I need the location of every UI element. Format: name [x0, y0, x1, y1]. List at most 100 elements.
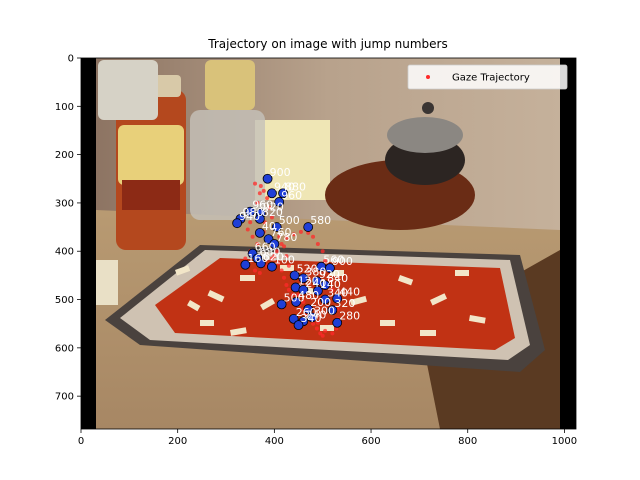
jump-label: 520 — [297, 262, 318, 275]
trajectory-point — [320, 333, 325, 338]
jump-label: 820 — [262, 206, 283, 219]
trajectory-point — [257, 191, 262, 196]
trajectory-point — [330, 287, 335, 292]
jump-label: 680 — [259, 245, 280, 258]
jump-label: 320 — [334, 297, 355, 310]
legend: Gaze Trajectory — [407, 64, 568, 90]
jump-label: 120 — [298, 274, 319, 287]
chart-title: Trajectory on image with jump numbers — [207, 37, 447, 51]
legend-box — [407, 64, 568, 90]
x-tick-label: 0 — [78, 436, 84, 447]
trajectory-point — [261, 188, 266, 193]
jump-label: 660 — [255, 241, 276, 254]
jump-point — [245, 206, 256, 217]
jump-label: 240 — [305, 277, 326, 290]
y-axis: 0 100 200 300 400 500 600 700 — [55, 54, 81, 403]
trajectory-point — [277, 234, 282, 239]
x-tick-label: 1000 — [552, 436, 577, 447]
jump-point — [307, 312, 317, 323]
jump-label: 880 — [285, 180, 306, 193]
jump-label: 840 — [327, 272, 348, 285]
trajectory-point — [279, 241, 284, 246]
trajectory-point — [330, 331, 335, 336]
jump-label: 940 — [239, 210, 260, 223]
jump-point — [274, 197, 285, 207]
jump-point — [298, 284, 309, 295]
jump-point — [267, 261, 277, 272]
jump-label: 900 — [270, 166, 291, 179]
jump-label: 100 — [274, 254, 295, 267]
jump-point — [303, 304, 314, 315]
jump-label: 900 — [332, 255, 353, 268]
jump-point — [320, 294, 331, 305]
trajectory-point — [315, 241, 320, 246]
jump-label: 40 — [262, 220, 276, 233]
jump-label: 940 — [274, 180, 295, 193]
jump-label: 440 — [339, 286, 360, 299]
jump-label: 920 — [319, 268, 340, 281]
jump-point — [320, 280, 331, 290]
jump-label: 280 — [339, 310, 360, 323]
trajectory-point — [298, 229, 303, 234]
trajectory-point — [253, 268, 258, 273]
trajectory-point — [291, 232, 296, 237]
jump-label: 140 — [320, 278, 341, 291]
jump-point — [276, 299, 287, 310]
jump-point — [254, 213, 265, 224]
jump-point — [269, 239, 280, 249]
trajectory-point — [301, 299, 306, 304]
legend-label: Gaze Trajectory — [452, 73, 530, 84]
y-tick-label: 500 — [55, 295, 74, 306]
trajectory-point — [245, 227, 250, 232]
trajectory-point — [267, 205, 272, 210]
jump-label: 780 — [276, 231, 297, 244]
jump-label: 300 — [314, 304, 335, 317]
trajectory-point — [311, 321, 316, 326]
jump-label: 340 — [301, 312, 322, 325]
jump-point — [291, 297, 302, 307]
jump-point — [271, 222, 282, 232]
jump-label: 200 — [310, 296, 331, 309]
photo-background — [81, 58, 576, 429]
legend-marker — [426, 75, 430, 79]
jump-label: 960 — [252, 199, 273, 212]
jump-point — [267, 188, 277, 199]
jump-point — [332, 317, 343, 328]
jump-label: 580 — [310, 214, 331, 227]
x-tick-label: 600 — [361, 436, 380, 447]
trajectory-point — [276, 261, 281, 266]
jump-point — [289, 270, 300, 281]
y-tick-label: 200 — [55, 150, 74, 161]
jump-point — [255, 258, 266, 269]
y-tick-label: 400 — [55, 247, 74, 258]
trajectory-point — [286, 263, 291, 268]
y-tick-label: 0 — [68, 54, 74, 65]
jump-label: 340 — [327, 287, 348, 300]
jump-label: 760 — [271, 226, 292, 239]
jump-point — [327, 305, 338, 316]
trajectory-point — [318, 331, 323, 336]
trajectory-point — [286, 287, 291, 292]
jump-point — [293, 320, 304, 331]
jump-point — [312, 285, 323, 296]
jump-label: 620 — [263, 250, 284, 263]
gaze-trajectory — [243, 181, 341, 338]
jump-label: 500 — [284, 291, 305, 304]
jump-label: 920 — [263, 201, 284, 214]
jump-label: 960 — [281, 189, 302, 202]
trajectory-point — [269, 215, 274, 220]
trajectory-point — [255, 241, 260, 246]
y-tick-label: 600 — [55, 343, 74, 354]
trajectory-point — [265, 196, 270, 201]
jump-label: 480 — [298, 289, 319, 302]
trajectory-point — [250, 234, 255, 239]
x-axis: 0 200 400 600 800 1000 — [78, 429, 577, 447]
jump-point — [278, 188, 288, 199]
trajectory-point — [269, 256, 274, 261]
trajectory-point — [272, 254, 277, 259]
jump-point — [262, 173, 273, 184]
trajectory-point — [323, 328, 328, 333]
trajectory-point — [290, 292, 295, 297]
jump-label: 240 — [305, 308, 326, 321]
